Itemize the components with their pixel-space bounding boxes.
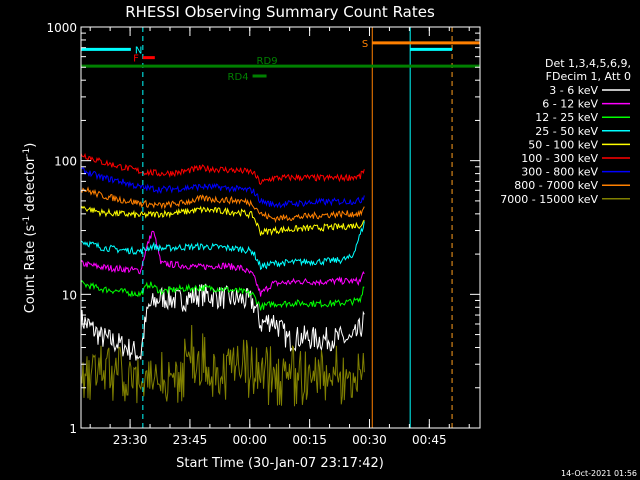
- flag-label-f: F: [133, 54, 139, 65]
- plot-frame: [80, 26, 481, 429]
- legend-header-line-1: Det 1,3,4,5,6,9,: [545, 57, 631, 70]
- series-line-3: [80, 279, 365, 311]
- y-tick-label: 100: [54, 155, 77, 169]
- legend-label-4: 25 - 50 keV: [535, 125, 598, 138]
- series-line-9: [80, 324, 365, 407]
- y-axis-label: Count Rate (s-1 detector-1): [22, 143, 38, 314]
- flag-label-n: N: [135, 45, 142, 56]
- x-tick-label: 00:45: [412, 433, 447, 447]
- x-tick-label: 00:30: [352, 433, 387, 447]
- legend-label-7: 300 - 800 keV: [521, 166, 598, 179]
- series-line-1: [80, 283, 365, 361]
- series-line-4: [80, 221, 365, 271]
- footer-timestamp: 14-Oct-2021 01:56: [561, 469, 637, 478]
- flag-label-rd4: RD4: [228, 72, 249, 83]
- series-line-6: [80, 152, 365, 185]
- plot-area: NF S RD9 RD4 1 10 100 1000 23:30 23:45 00:00 00:15 0…: [46, 21, 481, 447]
- legend-label-1: 3 - 6 keV: [549, 84, 598, 97]
- x-tick-label: 23:30: [113, 433, 148, 447]
- legend-header-line-2: FDecim 1, Att 0: [546, 70, 631, 83]
- y-tick-label: 1: [69, 422, 77, 436]
- y-tick-label: 1000: [46, 21, 77, 35]
- flag-label-rd9: RD9: [257, 56, 278, 67]
- x-axis-label: Start Time (30-Jan-07 23:17:42): [176, 456, 384, 471]
- y-tick-label: 10: [62, 288, 77, 302]
- legend-label-9: 7000 - 15000 keV: [500, 193, 598, 206]
- series-line-5: [80, 205, 365, 236]
- flag-label-s: S: [362, 39, 368, 50]
- x-tick-label: 00:15: [292, 433, 327, 447]
- legend-label-3: 12 - 25 keV: [535, 111, 598, 124]
- legend-label-8: 800 - 7000 keV: [514, 179, 598, 192]
- x-tick-label: 23:45: [173, 433, 208, 447]
- legend: Det 1,3,4,5,6,9, FDecim 1, Att 0 3 - 6 k…: [500, 57, 631, 206]
- series-line-2: [80, 230, 365, 297]
- series-line-8: [80, 186, 365, 224]
- legend-label-6: 100 - 300 keV: [521, 152, 598, 165]
- legend-label-5: 50 - 100 keV: [528, 138, 598, 151]
- series-line-7: [80, 166, 365, 209]
- legend-label-2: 6 - 12 keV: [542, 98, 598, 111]
- x-tick-label: 00:00: [232, 433, 267, 447]
- chart-title: RHESSI Observing Summary Count Rates: [125, 3, 435, 21]
